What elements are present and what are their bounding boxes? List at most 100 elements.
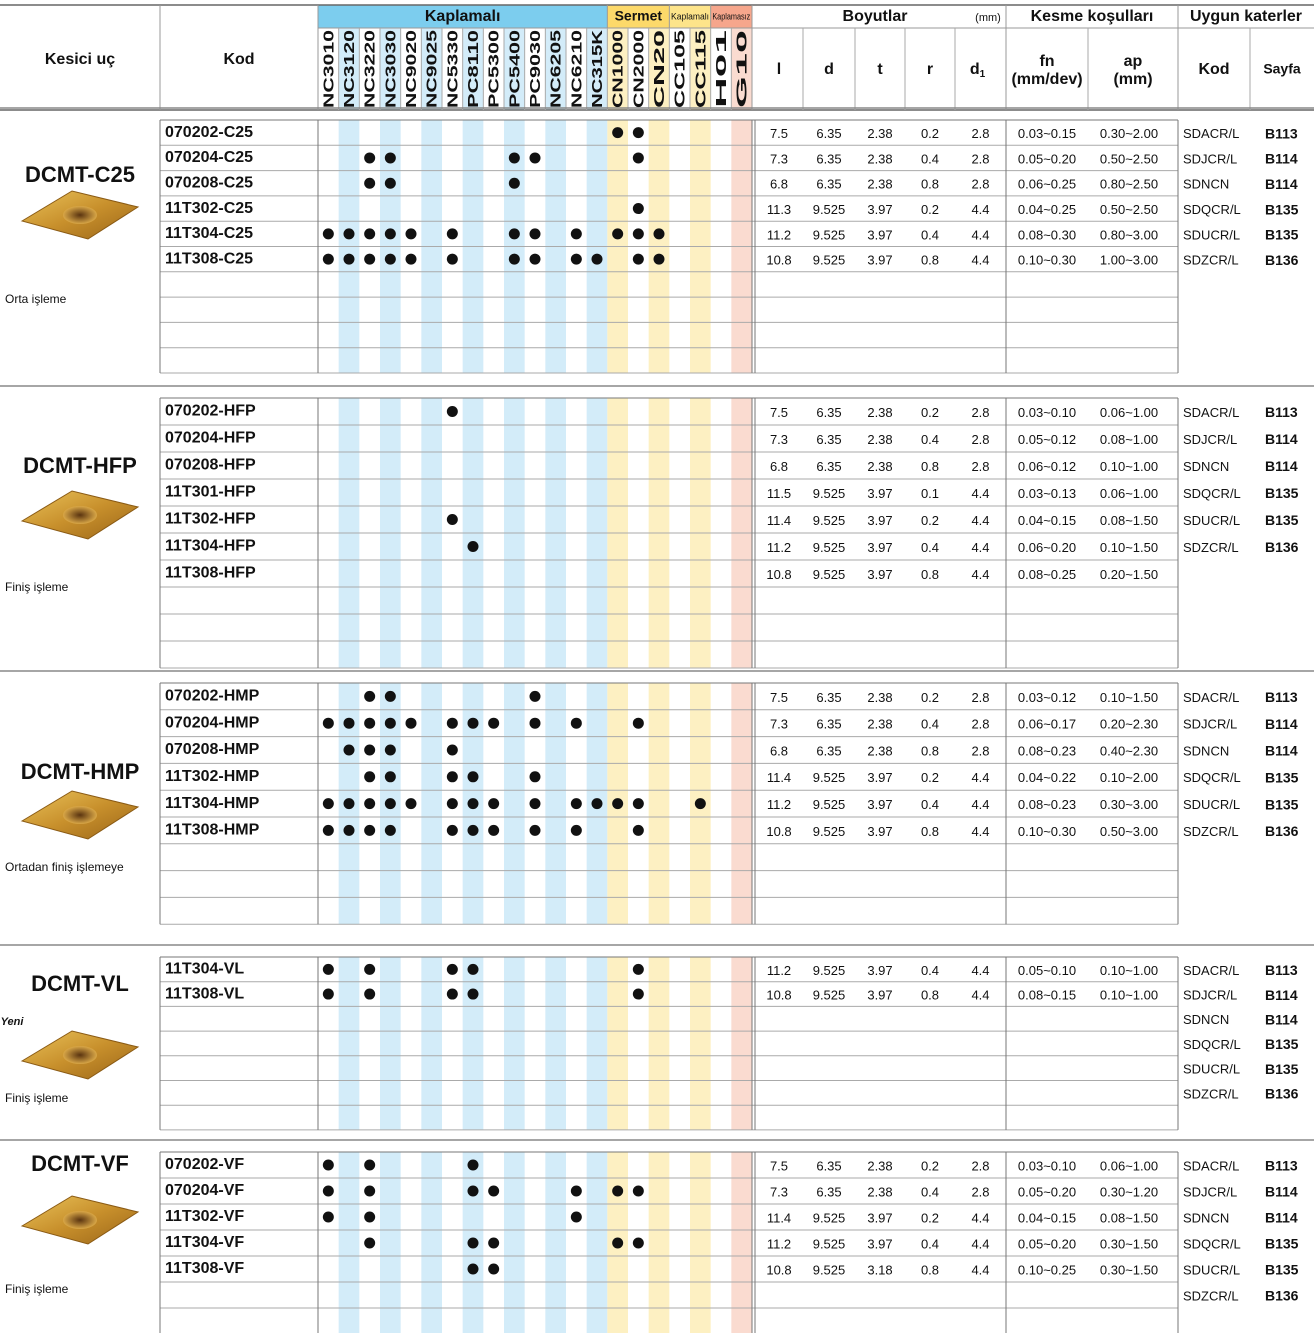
ap-value: 0.06~1.00 bbox=[1100, 486, 1158, 501]
grade-label: PC8110 bbox=[465, 30, 482, 108]
insert-code: 070204-C25 bbox=[165, 149, 253, 166]
dimension-value: 7.5 bbox=[770, 1158, 788, 1173]
dimension-value: 0.4 bbox=[921, 1236, 939, 1251]
availability-dot bbox=[322, 1211, 334, 1223]
availability-dot bbox=[488, 824, 500, 836]
holder-code: SDQCR/L bbox=[1183, 770, 1241, 785]
dimension-value: 0.2 bbox=[921, 1158, 939, 1173]
availability-dot bbox=[467, 1185, 479, 1197]
ap-value: 0.20~1.50 bbox=[1100, 567, 1158, 582]
dimension-value: 2.8 bbox=[971, 1158, 989, 1173]
fn-value: 0.10~0.30 bbox=[1018, 824, 1076, 839]
grade-stripe bbox=[338, 28, 360, 110]
holder-page: B114 bbox=[1265, 1184, 1298, 1200]
holder-code: SDUCR/L bbox=[1183, 513, 1240, 528]
dimension-value: 6.35 bbox=[816, 690, 841, 705]
dimension-value: 9.525 bbox=[813, 1236, 846, 1251]
dimension-value: 2.38 bbox=[867, 177, 892, 192]
holder-page: B135 bbox=[1265, 1036, 1299, 1052]
grade-label: CN1000 bbox=[610, 30, 627, 108]
holder-code: SDZCR/L bbox=[1183, 1086, 1239, 1101]
availability-dot bbox=[364, 963, 376, 975]
availability-dot bbox=[446, 963, 458, 975]
dimension-value: 0.4 bbox=[921, 540, 939, 555]
holder-code: SDQCR/L bbox=[1183, 202, 1241, 217]
dimension-value: 4.4 bbox=[971, 513, 989, 528]
holder-page: B135 bbox=[1265, 770, 1299, 786]
availability-dot bbox=[384, 717, 396, 729]
dimension-value: 3.97 bbox=[867, 486, 892, 501]
holder-page: B114 bbox=[1265, 1210, 1298, 1226]
dimension-value: 2.38 bbox=[867, 1158, 892, 1173]
dimension-value: 6.35 bbox=[816, 459, 841, 474]
dimension-value: 2.38 bbox=[867, 690, 892, 705]
ap-value: 0.80~3.00 bbox=[1100, 227, 1158, 242]
availability-dot bbox=[632, 253, 644, 265]
holder-page: B136 bbox=[1265, 1086, 1299, 1102]
fn-value: 0.08~0.23 bbox=[1018, 743, 1076, 758]
dimension-value: 4.4 bbox=[971, 253, 989, 268]
cermet-header bbox=[607, 5, 670, 28]
availability-dot bbox=[322, 798, 334, 810]
dimension-value: 11.4 bbox=[767, 1210, 791, 1225]
availability-dot bbox=[384, 824, 396, 836]
dimension-value: 11.2 bbox=[767, 1236, 791, 1251]
availability-dot bbox=[632, 203, 644, 215]
dimension-value: 2.8 bbox=[971, 1184, 989, 1199]
insert-code: 11T302-C25 bbox=[165, 200, 253, 217]
grade-stripe bbox=[338, 1152, 360, 1333]
dimension-value: 9.525 bbox=[813, 770, 846, 785]
availability-dot bbox=[446, 798, 458, 810]
dimension-value: 2.8 bbox=[971, 717, 989, 732]
dimension-value: 7.5 bbox=[770, 405, 788, 420]
dimension-value: 3.97 bbox=[867, 1210, 892, 1225]
label: Sermet bbox=[615, 8, 663, 24]
ap-value: 0.40~2.30 bbox=[1100, 743, 1158, 758]
grade-stripe bbox=[462, 957, 484, 1130]
grade-stripe bbox=[504, 957, 525, 1130]
dimension-value: 3.97 bbox=[867, 963, 892, 978]
grade-label: NC315K bbox=[589, 30, 606, 108]
holder-code: SDUCR/L bbox=[1183, 227, 1240, 242]
availability-dot bbox=[570, 1211, 582, 1223]
dimension-value: 6.35 bbox=[816, 1158, 841, 1173]
dimension-value: 0.8 bbox=[921, 1262, 939, 1277]
insert-code: 11T304-VF bbox=[165, 1234, 244, 1251]
holder-page: B114 bbox=[1265, 151, 1298, 167]
insert-code: 070208-C25 bbox=[165, 174, 253, 191]
holder-code: SDJCR/L bbox=[1183, 717, 1237, 732]
dimension-value: 4.4 bbox=[971, 797, 989, 812]
holder-code: SDQCR/L bbox=[1183, 1037, 1241, 1052]
availability-dot bbox=[632, 798, 644, 810]
ap-value: 0.10~1.00 bbox=[1100, 459, 1158, 474]
fn-value: 0.05~0.20 bbox=[1018, 151, 1076, 166]
dimension-value: 2.38 bbox=[867, 459, 892, 474]
dimension-value: 10.8 bbox=[766, 987, 791, 1002]
insert-code: 11T308-C25 bbox=[165, 250, 253, 267]
holder-code: SDUCR/L bbox=[1183, 1262, 1240, 1277]
label: (mm/dev) bbox=[1011, 71, 1082, 88]
insert-code: 070208-HMP bbox=[165, 741, 260, 758]
insert-code: 11T304-VL bbox=[165, 961, 244, 978]
dimension-value: 2.8 bbox=[971, 151, 989, 166]
holder-page: B113 bbox=[1265, 689, 1298, 705]
dimension-value: 9.525 bbox=[813, 486, 846, 501]
dimension-value: 3.97 bbox=[867, 227, 892, 242]
availability-dot bbox=[343, 744, 355, 756]
dimension-value: 0.2 bbox=[921, 513, 939, 528]
dimension-value: 3.97 bbox=[867, 1236, 892, 1251]
fn-value: 0.10~0.30 bbox=[1018, 253, 1076, 268]
dimension-value: 0.8 bbox=[921, 459, 939, 474]
dimension-value: 0.2 bbox=[921, 126, 939, 141]
insert-code: 11T304-HFP bbox=[165, 538, 256, 555]
dimension-value: 4.4 bbox=[971, 963, 989, 978]
grade-label: PC5300 bbox=[486, 30, 503, 108]
availability-dot bbox=[467, 963, 479, 975]
holder-code: SDJCR/L bbox=[1183, 432, 1237, 447]
holder-code: SDNCN bbox=[1183, 743, 1229, 758]
grade-stripe bbox=[586, 28, 608, 110]
dimension-value: 9.525 bbox=[813, 253, 846, 268]
availability-dot bbox=[364, 744, 376, 756]
dimension-value: 9.525 bbox=[813, 963, 846, 978]
ap-value: 0.10~1.50 bbox=[1100, 540, 1158, 555]
